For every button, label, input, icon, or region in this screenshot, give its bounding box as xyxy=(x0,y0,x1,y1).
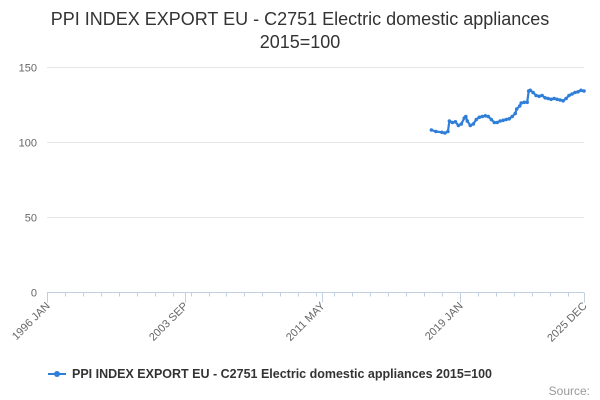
x-tick-label: 2003 SEP xyxy=(147,300,191,344)
legend[interactable]: PPI INDEX EXPORT EU - C2751 Electric dom… xyxy=(48,365,492,383)
data-point xyxy=(573,90,577,95)
data-point xyxy=(465,119,470,123)
data-point xyxy=(492,120,497,125)
data-point xyxy=(534,93,538,98)
data-point xyxy=(555,97,559,102)
data-point xyxy=(453,120,458,124)
data-point xyxy=(546,96,550,101)
y-tick-label: 100 xyxy=(19,138,37,150)
data-point xyxy=(495,120,500,125)
data-point xyxy=(447,119,452,123)
data-point xyxy=(570,92,574,96)
data-point xyxy=(525,100,529,105)
data-point xyxy=(531,90,535,95)
data-point xyxy=(489,117,494,122)
data-point xyxy=(504,117,509,122)
data-point xyxy=(446,129,450,134)
chart-title: PPI INDEX EXPORT EU - C2751 Electric dom… xyxy=(0,8,600,54)
data-point xyxy=(543,96,547,100)
data-point xyxy=(501,118,506,123)
data-point xyxy=(456,123,461,128)
chart-subtitle: 2015=100 xyxy=(259,32,341,52)
data-point xyxy=(480,114,485,119)
data-point xyxy=(450,120,455,125)
x-tick-label: 2019 JAN xyxy=(423,300,466,343)
data-point xyxy=(440,130,444,135)
data-point xyxy=(429,128,434,132)
y-tick-label: 0 xyxy=(31,288,37,300)
data-point xyxy=(486,114,491,119)
data-point xyxy=(540,93,544,98)
source-credit[interactable]: Source: xyxy=(548,384,590,398)
chart-title-main: PPI INDEX EXPORT EU - C2751 Electric dom… xyxy=(50,9,550,29)
x-tick-label: 2011 MAY xyxy=(284,300,328,344)
data-point xyxy=(517,104,522,108)
legend-line-symbol xyxy=(48,369,66,379)
data-point xyxy=(549,97,553,102)
data-point xyxy=(564,96,568,101)
series-line xyxy=(430,89,586,135)
data-point xyxy=(576,90,580,94)
x-tick-label: 1996 JAN xyxy=(10,300,53,343)
data-point xyxy=(579,88,583,93)
data-point xyxy=(498,119,503,123)
data-point xyxy=(434,129,438,134)
data-point xyxy=(537,94,541,99)
x-tick-label: 2025 DEC xyxy=(545,300,589,344)
y-tick-label: 50 xyxy=(25,213,37,225)
data-point xyxy=(514,107,519,111)
data-point xyxy=(558,98,562,102)
data-point xyxy=(567,93,571,98)
data-point xyxy=(510,114,514,119)
data-point xyxy=(519,101,523,105)
data-point xyxy=(477,115,482,120)
data-point xyxy=(464,114,468,119)
data-point xyxy=(459,122,464,126)
data-point xyxy=(443,131,447,135)
y-tick-label: 150 xyxy=(19,63,37,75)
data-point xyxy=(474,117,479,122)
data-point xyxy=(582,89,586,93)
data-point xyxy=(522,100,526,105)
data-point xyxy=(507,117,512,121)
data-point xyxy=(552,96,556,101)
data-point xyxy=(471,122,476,126)
data-point xyxy=(528,88,532,93)
legend-label: PPI INDEX EXPORT EU - C2751 Electric dom… xyxy=(72,367,492,381)
data-point xyxy=(561,99,565,103)
data-point xyxy=(513,111,517,116)
data-point xyxy=(468,123,473,128)
data-point xyxy=(483,114,488,118)
